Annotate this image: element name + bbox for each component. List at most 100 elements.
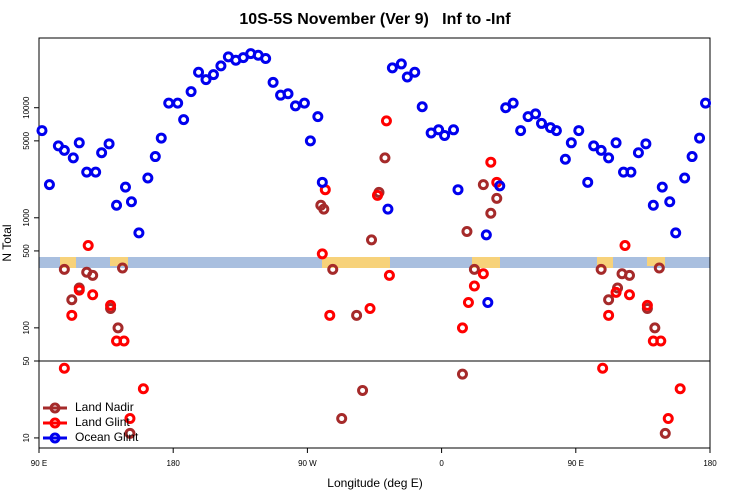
land-patch	[60, 257, 76, 268]
point	[316, 248, 328, 260]
point	[485, 156, 497, 168]
point	[163, 97, 175, 109]
point	[172, 97, 184, 109]
point	[565, 137, 577, 149]
point	[632, 147, 644, 159]
point	[477, 179, 489, 191]
legend-label: Ocean Glint	[75, 430, 139, 444]
legend-label: Land Glint	[75, 415, 130, 429]
point	[674, 383, 686, 395]
point	[530, 108, 542, 120]
point	[81, 166, 93, 178]
point	[386, 62, 398, 74]
point	[324, 309, 336, 321]
point	[312, 111, 324, 123]
y-tick-label: 5000	[22, 131, 31, 149]
point	[500, 102, 512, 114]
point	[485, 207, 497, 219]
point	[515, 125, 527, 137]
point	[610, 137, 622, 149]
legend-marker	[49, 432, 61, 444]
point	[610, 286, 622, 298]
point	[58, 263, 70, 275]
point	[282, 88, 294, 100]
point	[298, 97, 310, 109]
x-tick-label: 90 E	[31, 459, 47, 468]
point	[380, 115, 392, 127]
point	[480, 229, 492, 241]
point	[395, 58, 407, 70]
point	[623, 269, 635, 281]
point	[133, 227, 145, 239]
point	[656, 181, 668, 193]
point	[409, 66, 421, 78]
y-tick-label: 500	[22, 244, 31, 258]
point	[336, 413, 348, 425]
point	[103, 138, 115, 150]
point	[124, 427, 136, 439]
point	[603, 152, 615, 164]
point	[267, 76, 279, 88]
point	[468, 280, 480, 292]
point	[401, 71, 413, 83]
y-tick-label: 10000	[22, 96, 31, 119]
point	[670, 227, 682, 239]
point	[137, 383, 149, 395]
legend-marker	[49, 417, 61, 429]
point	[679, 172, 691, 184]
point	[117, 262, 129, 274]
chart-title: 10S-5S November (Ver 9) Inf to -Inf	[239, 11, 511, 28]
point	[456, 322, 468, 334]
land-patch	[597, 257, 613, 268]
point	[351, 309, 363, 321]
point	[588, 140, 600, 152]
point	[125, 196, 137, 208]
point	[448, 124, 460, 136]
point	[36, 125, 48, 137]
point	[260, 53, 272, 65]
x-axis-label: Longitude (deg E)	[327, 476, 422, 490]
point	[664, 196, 676, 208]
point	[653, 262, 665, 274]
land-patch	[322, 257, 390, 268]
point	[536, 117, 548, 129]
point	[494, 180, 506, 192]
point	[73, 137, 85, 149]
point	[382, 203, 394, 215]
map-strip	[39, 257, 710, 268]
point	[112, 322, 124, 334]
point	[149, 151, 161, 163]
point	[318, 203, 330, 215]
point	[659, 427, 671, 439]
y-tick-label: 1000	[22, 208, 31, 226]
point	[90, 166, 102, 178]
point	[686, 151, 698, 163]
point	[582, 176, 594, 188]
point	[96, 147, 108, 159]
point	[477, 268, 489, 280]
point	[461, 226, 473, 238]
point	[185, 86, 197, 98]
land-patch	[472, 257, 500, 268]
point	[304, 135, 316, 147]
point	[655, 335, 667, 347]
point	[66, 309, 78, 321]
point	[327, 263, 339, 275]
point	[649, 322, 661, 334]
point	[452, 184, 464, 196]
point	[200, 74, 212, 86]
point	[366, 234, 378, 246]
point	[595, 144, 607, 156]
point	[357, 384, 369, 396]
point	[155, 132, 167, 144]
point	[694, 132, 706, 144]
point	[597, 362, 609, 374]
point	[215, 60, 227, 72]
point	[662, 413, 674, 425]
point	[559, 153, 571, 165]
point	[193, 66, 205, 78]
point	[603, 309, 615, 321]
point	[316, 176, 328, 188]
point	[118, 335, 130, 347]
